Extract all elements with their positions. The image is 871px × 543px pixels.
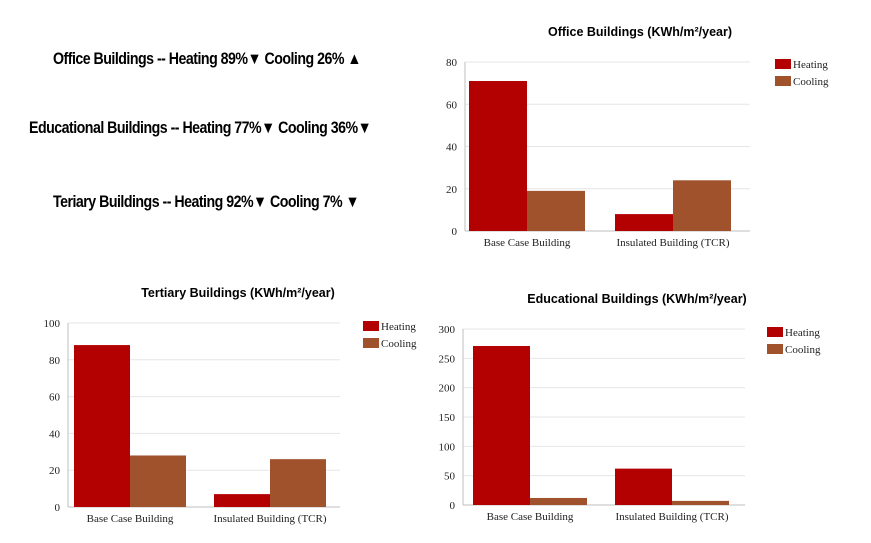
bar-cooling-base — [527, 190, 585, 231]
y-tick-label: 0 — [55, 502, 61, 514]
category-label: Insulated Building (TCR) — [213, 513, 326, 525]
y-tick-label: 100 — [439, 441, 456, 453]
y-tick-label: 150 — [439, 412, 456, 424]
category-label: Base Case Building — [484, 237, 571, 249]
bar-cooling-base — [130, 455, 186, 507]
educational-summary: Educational Buildings -- Heating 77%▼ Co… — [29, 119, 372, 137]
category-label: Insulated Building (TCR) — [616, 237, 729, 249]
chart-title: Educational Buildings (KWh/m²/year) — [527, 292, 746, 306]
y-tick-label: 0 — [452, 226, 458, 238]
bar-cooling-base — [530, 497, 587, 505]
bar-heating-insulated — [615, 468, 672, 505]
chart-title: Office Buildings (KWh/m²/year) — [548, 25, 732, 39]
y-tick-label: 20 — [446, 184, 458, 196]
y-tick-label: 50 — [444, 471, 456, 483]
legend-label-heating: Heating — [785, 327, 820, 339]
bar-cooling-insulated — [673, 180, 731, 231]
bar-heating-insulated — [615, 214, 673, 231]
y-tick-label: 80 — [49, 355, 61, 367]
y-tick-label: 100 — [44, 318, 61, 330]
legend-label-cooling: Cooling — [785, 344, 821, 356]
legend-label-cooling: Cooling — [381, 338, 417, 350]
category-label: Base Case Building — [87, 513, 174, 525]
y-tick-label: 250 — [439, 353, 456, 365]
legend-swatch-heating — [775, 59, 791, 69]
legend-swatch-cooling — [767, 344, 783, 354]
legend-swatch-heating — [363, 321, 379, 331]
legend-swatch-cooling — [363, 338, 379, 348]
legend-swatch-heating — [767, 327, 783, 337]
bar-cooling-insulated — [270, 459, 326, 507]
bar-heating-insulated — [214, 494, 270, 507]
legend-label-cooling: Cooling — [793, 76, 829, 88]
bar-heating-base — [74, 345, 130, 507]
y-tick-label: 40 — [446, 142, 458, 154]
legend-swatch-cooling — [775, 76, 791, 86]
educational-chart: Educational Buildings (KWh/m²/year) 0 50 10… — [439, 292, 821, 523]
y-tick-label: 200 — [439, 383, 456, 395]
tertiary-summary: Teriary Buildings -- Heating 92%▼ Coolin… — [53, 193, 360, 211]
office-chart: Office Buildings (KWh/m²/year) 0 20 40 60 80 B… — [446, 25, 829, 249]
y-tick-label: 0 — [450, 500, 456, 512]
y-tick-label: 60 — [446, 99, 458, 111]
office-summary: Office Buildings -- Heating 89%▼ Cooling… — [53, 50, 361, 68]
category-label: Base Case Building — [487, 511, 574, 523]
y-tick-label: 40 — [49, 428, 61, 440]
category-label: Insulated Building (TCR) — [615, 511, 728, 523]
y-tick-label: 80 — [446, 57, 458, 69]
legend-label-heating: Heating — [381, 321, 416, 333]
bar-cooling-insulated — [672, 500, 729, 505]
chart-title: Tertiary Buildings (KWh/m²/year) — [141, 286, 335, 300]
bar-heating-base — [473, 346, 530, 505]
tertiary-chart: Tertiary Buildings (KWh/m²/year) 0 20 40 60 8… — [44, 286, 417, 525]
y-tick-label: 20 — [49, 465, 61, 477]
y-tick-label: 60 — [49, 392, 61, 404]
legend-label-heating: Heating — [793, 59, 828, 71]
y-tick-label: 300 — [439, 324, 456, 336]
bar-heating-base — [469, 81, 527, 231]
